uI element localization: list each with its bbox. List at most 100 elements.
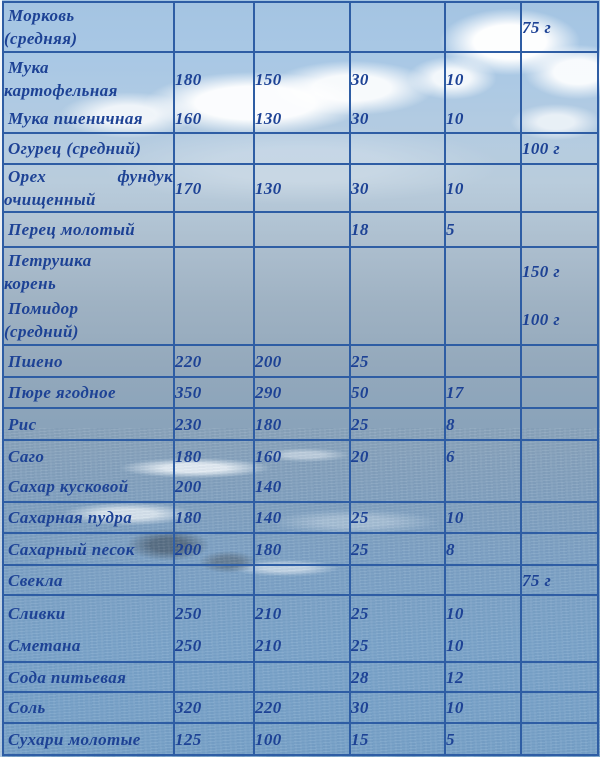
value-cell-piece-weight bbox=[520, 661, 599, 693]
value-cell-tablespoon: 30 bbox=[349, 691, 446, 724]
table-row: Перец молотый 18 5 bbox=[2, 211, 599, 248]
value-cell-glass-250: 180 bbox=[173, 439, 255, 472]
value-cell-glass-200: 210 bbox=[253, 630, 351, 663]
value-cell-tablespoon: 18 bbox=[349, 211, 446, 248]
value-cell-piece-weight bbox=[520, 594, 599, 631]
value-cell-glass-250 bbox=[173, 132, 255, 165]
value-cell-glass-200: 200 bbox=[253, 344, 351, 378]
value-cell-glass-200 bbox=[253, 661, 351, 693]
value-cell-glass-250: 220 bbox=[173, 344, 255, 378]
value-cell-tablespoon: 50 bbox=[349, 376, 446, 409]
value-cell-teaspoon: 17 bbox=[444, 376, 522, 409]
product-name-cell: Петрушка корень bbox=[2, 246, 175, 296]
value-cell-glass-200 bbox=[253, 564, 351, 596]
value-cell-piece-weight bbox=[520, 376, 599, 409]
value-cell-glass-250 bbox=[173, 661, 255, 693]
product-name-cell: Сметана bbox=[2, 630, 175, 663]
product-name-cell: Перец молотый bbox=[2, 211, 175, 248]
value-cell-tablespoon bbox=[349, 471, 446, 503]
table-row: Сахарная пудра 180 140 25 10 bbox=[2, 501, 599, 534]
table-row: Петрушка корень 150 г bbox=[2, 246, 599, 296]
value-cell-piece-weight bbox=[520, 211, 599, 248]
value-cell-glass-250 bbox=[173, 246, 255, 296]
value-cell-teaspoon bbox=[444, 1, 522, 53]
value-cell-glass-250: 125 bbox=[173, 722, 255, 756]
value-cell-piece-weight: 75 г bbox=[520, 1, 599, 53]
value-cell-piece-weight bbox=[520, 722, 599, 756]
table-row: Помидор (средний) 100 г bbox=[2, 295, 599, 346]
value-cell-teaspoon bbox=[444, 132, 522, 165]
value-cell-tablespoon: 30 bbox=[349, 105, 446, 134]
value-cell-glass-200 bbox=[253, 1, 351, 53]
table-row: Сахарный песок 200 180 25 8 bbox=[2, 532, 599, 566]
value-cell-teaspoon: 5 bbox=[444, 722, 522, 756]
value-cell-piece-weight bbox=[520, 532, 599, 566]
table-row: Сметана 250 210 25 10 bbox=[2, 630, 599, 663]
product-name-cell: Пшено bbox=[2, 344, 175, 378]
value-cell-piece-weight bbox=[520, 407, 599, 441]
value-cell-glass-200: 130 bbox=[253, 163, 351, 213]
value-cell-tablespoon: 28 bbox=[349, 661, 446, 693]
value-cell-teaspoon bbox=[444, 564, 522, 596]
value-cell-tablespoon: 30 bbox=[349, 51, 446, 106]
value-cell-glass-250 bbox=[173, 1, 255, 53]
product-name-cell: Пюре ягодное bbox=[2, 376, 175, 409]
value-cell-glass-200: 210 bbox=[253, 594, 351, 631]
table-row: Орех фундук очищенный 170 130 30 10 bbox=[2, 163, 599, 213]
table-row: Сливки 250 210 25 10 bbox=[2, 594, 599, 631]
value-cell-glass-200: 160 bbox=[253, 439, 351, 472]
product-name-cell: Сахарный песок bbox=[2, 532, 175, 566]
value-cell-tablespoon: 20 bbox=[349, 439, 446, 472]
value-cell-teaspoon bbox=[444, 344, 522, 378]
value-cell-tablespoon: 25 bbox=[349, 630, 446, 663]
value-cell-tablespoon: 25 bbox=[349, 532, 446, 566]
value-cell-teaspoon: 6 bbox=[444, 439, 522, 472]
product-name-cell: Свекла bbox=[2, 564, 175, 596]
value-cell-teaspoon: 10 bbox=[444, 51, 522, 106]
value-cell-piece-weight bbox=[520, 51, 599, 106]
table-row: Огурец (средний) 100 г bbox=[2, 132, 599, 165]
product-name-cell: Сахар кусковой bbox=[2, 471, 175, 503]
product-name-cell: Сливки bbox=[2, 594, 175, 631]
value-cell-teaspoon: 8 bbox=[444, 532, 522, 566]
page-left-edge bbox=[0, 0, 2, 757]
value-cell-glass-250 bbox=[173, 564, 255, 596]
product-name-cell: Сухари молотые bbox=[2, 722, 175, 756]
table-row: Рис 230 180 25 8 bbox=[2, 407, 599, 441]
value-cell-piece-weight bbox=[520, 501, 599, 534]
value-cell-glass-200: 140 bbox=[253, 471, 351, 503]
value-cell-glass-250: 250 bbox=[173, 630, 255, 663]
value-cell-glass-250: 160 bbox=[173, 105, 255, 134]
value-cell-tablespoon bbox=[349, 246, 446, 296]
table-row: Саго 180 160 20 6 bbox=[2, 439, 599, 472]
value-cell-tablespoon: 15 bbox=[349, 722, 446, 756]
value-cell-glass-200: 150 bbox=[253, 51, 351, 106]
value-cell-glass-200: 180 bbox=[253, 407, 351, 441]
value-cell-piece-weight bbox=[520, 439, 599, 472]
value-cell-glass-250: 200 bbox=[173, 532, 255, 566]
product-name-cell: Соль bbox=[2, 691, 175, 724]
table-row: Мука картофельная 180 150 30 10 bbox=[2, 51, 599, 106]
value-cell-piece-weight: 75 г bbox=[520, 564, 599, 596]
table-row: Пшено 220 200 25 bbox=[2, 344, 599, 378]
value-cell-tablespoon: 25 bbox=[349, 344, 446, 378]
table-row: Свекла 75 г bbox=[2, 564, 599, 596]
value-cell-teaspoon: 10 bbox=[444, 691, 522, 724]
value-cell-piece-weight bbox=[520, 105, 599, 134]
value-cell-glass-250: 170 bbox=[173, 163, 255, 213]
value-cell-glass-200: 140 bbox=[253, 501, 351, 534]
table-row: Мука пшеничная 160 130 30 10 bbox=[2, 105, 599, 134]
value-cell-teaspoon bbox=[444, 471, 522, 503]
value-cell-tablespoon: 30 bbox=[349, 163, 446, 213]
product-name-cell: Мука картофельная bbox=[2, 51, 175, 106]
product-name-cell: Огурец (средний) bbox=[2, 132, 175, 165]
value-cell-piece-weight bbox=[520, 630, 599, 663]
product-name-cell: Мука пшеничная bbox=[2, 105, 175, 134]
table-row: Сухари молотые 125 100 15 5 bbox=[2, 722, 599, 756]
value-cell-glass-250: 350 bbox=[173, 376, 255, 409]
value-cell-teaspoon: 10 bbox=[444, 501, 522, 534]
value-cell-tablespoon bbox=[349, 295, 446, 346]
table-row: Соль 320 220 30 10 bbox=[2, 691, 599, 724]
value-cell-piece-weight: 150 г bbox=[520, 246, 599, 296]
